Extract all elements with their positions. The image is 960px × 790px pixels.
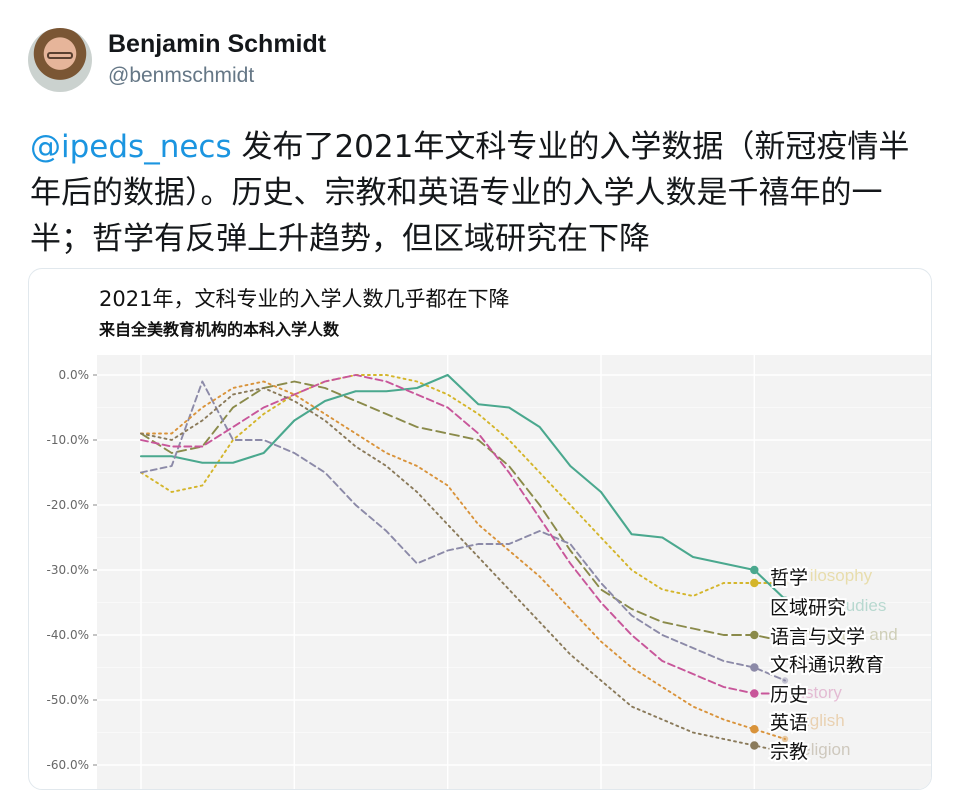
faded-series-label: English (789, 711, 845, 730)
series-line (140, 374, 786, 597)
tweet-text: @ipeds_necs 发布了2021年文科专业的入学数据（新冠疫情半年后的数据… (30, 124, 930, 262)
faded-series-label: Area Studies (789, 596, 886, 615)
faded-series-label: History (789, 683, 842, 702)
faded-series-label: Religion (789, 740, 850, 759)
y-axis: 0.0% -10.0% -20.0% -30.0% -40.0% -50.0% -60.0% (47, 368, 97, 772)
series-line (140, 380, 786, 643)
series-label: 历史 (770, 684, 808, 706)
faded-series-label: Language and (789, 625, 898, 644)
line-chart: 2021年，文科专业的入学人数几乎都在下降 来自全美教育机构的本科入学人数 0.… (47, 287, 931, 789)
y-tick-label: -20.0% (47, 498, 89, 512)
series-last-point (781, 638, 789, 645)
y-tick-label: -30.0% (47, 563, 89, 577)
author-name[interactable]: Benjamin Schmidt (108, 30, 327, 58)
tweet-body: 发布了2021年文科专业的入学数据（新冠疫情半年后的数据）。历史、宗教和英语专业… (30, 129, 910, 257)
series-last-point (781, 579, 789, 587)
series-last-point (781, 596, 789, 603)
series-line (140, 374, 786, 695)
faded-series-label: Philosophy (789, 566, 873, 585)
series-endpoint (750, 725, 759, 734)
series-last-point (781, 677, 789, 684)
series-last-point (781, 735, 789, 743)
series-label: 区域研究 (770, 597, 846, 619)
series-label: 语言与文学 (770, 626, 865, 648)
series-endpoint (750, 565, 759, 575)
series-line (139, 373, 787, 601)
y-tick-label: 0.0% (59, 368, 90, 382)
series-last-point (781, 690, 789, 697)
mention-link[interactable]: @ipeds_necs (30, 129, 232, 165)
series-label: 文科通识教育 (770, 654, 884, 676)
series-endpoint (750, 578, 759, 588)
avatar[interactable] (28, 28, 92, 92)
series-line (140, 387, 786, 753)
chart-subtitle: 来自全美教育机构的本科入学人数 (98, 320, 340, 339)
series-lines (139, 373, 789, 756)
author-handle[interactable]: @benmschmidt (108, 64, 255, 87)
series-label: 英语 (770, 712, 808, 734)
series-last-point (781, 748, 789, 756)
series-endpoint (750, 630, 759, 640)
y-tick-label: -10.0% (47, 433, 89, 447)
chart-card[interactable]: 2021年，文科专业的入学人数几乎都在下降 来自全美教育机构的本科入学人数 0.… (28, 268, 932, 790)
faded-series-label: Liberal (789, 653, 840, 672)
glasses-detail (47, 52, 73, 59)
series-endpoint (750, 663, 759, 672)
series-endpoint (750, 689, 759, 698)
plot-panel (97, 355, 931, 789)
series-line (140, 380, 786, 682)
series-label: 宗教 (770, 741, 808, 763)
y-tick-label: -60.0% (47, 758, 89, 772)
series-line (140, 380, 786, 740)
series-label: 哲学 (770, 567, 808, 589)
faded-series-labels: Philosophy Area Studies Language and Libera… (789, 566, 898, 759)
y-tick-label: -40.0% (47, 628, 89, 642)
chart-title: 2021年，文科专业的入学人数几乎都在下降 (99, 287, 509, 311)
series-endpoint (750, 741, 759, 750)
y-tick-label: -50.0% (47, 693, 89, 707)
